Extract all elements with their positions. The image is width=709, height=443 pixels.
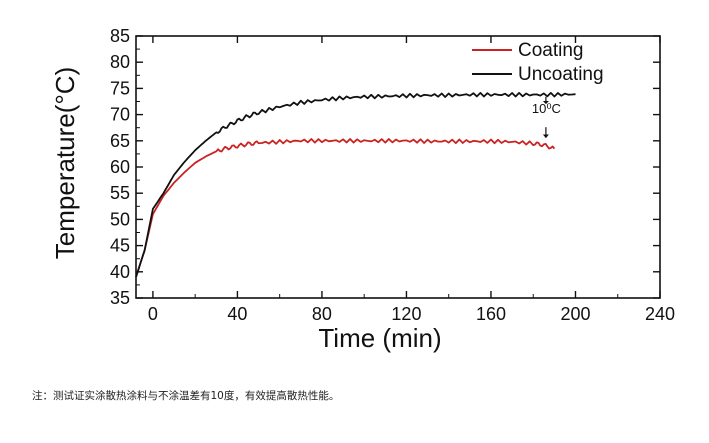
x-tick-label: 40 (227, 304, 247, 324)
x-tick-label: 160 (476, 304, 506, 324)
y-tick-label: 70 (110, 105, 130, 125)
series-line-uncoating (135, 92, 576, 278)
x-tick-label: 240 (645, 304, 675, 324)
y-tick-label: 85 (110, 26, 130, 46)
series-line-coating (135, 138, 556, 278)
x-tick-label: 0 (148, 304, 158, 324)
y-tick-label: 45 (110, 236, 130, 256)
y-tick-label: 75 (110, 78, 130, 98)
y-tick-label: 40 (110, 262, 130, 282)
y-axis-label: Temperature(°C) (50, 67, 80, 259)
y-tick-label: 80 (110, 52, 130, 72)
y-tick-label: 35 (110, 288, 130, 308)
legend: Coating Uncoating (472, 40, 604, 85)
difference-arrowhead-top (542, 100, 549, 105)
series-lines (135, 92, 576, 278)
y-tick-label: 50 (110, 209, 130, 229)
x-tick-label: 200 (560, 304, 590, 324)
legend-label-coating: Coating (518, 40, 584, 61)
y-tick-label: 60 (110, 157, 130, 177)
y-tick-label: 65 (110, 131, 130, 151)
difference-annotation: 10⁰C (532, 96, 561, 139)
x-axis-label: Time (min) (318, 323, 441, 353)
y-tick-label: 55 (110, 183, 130, 203)
x-tick-label: 80 (312, 304, 332, 324)
x-tick-label: 120 (391, 304, 421, 324)
difference-arrowhead-bottom (542, 134, 549, 139)
difference-label: 10⁰C (532, 101, 561, 116)
axis-ticks: 35 40 45 50 55 60 65 70 75 80 85 0 40 80 120 160 200 240 (110, 26, 675, 324)
footnote-text: 注：测试证实涂散热涂料与不涂温差有10度，有效提高散热性能。 (32, 390, 340, 402)
legend-label-uncoating: Uncoating (518, 64, 604, 85)
